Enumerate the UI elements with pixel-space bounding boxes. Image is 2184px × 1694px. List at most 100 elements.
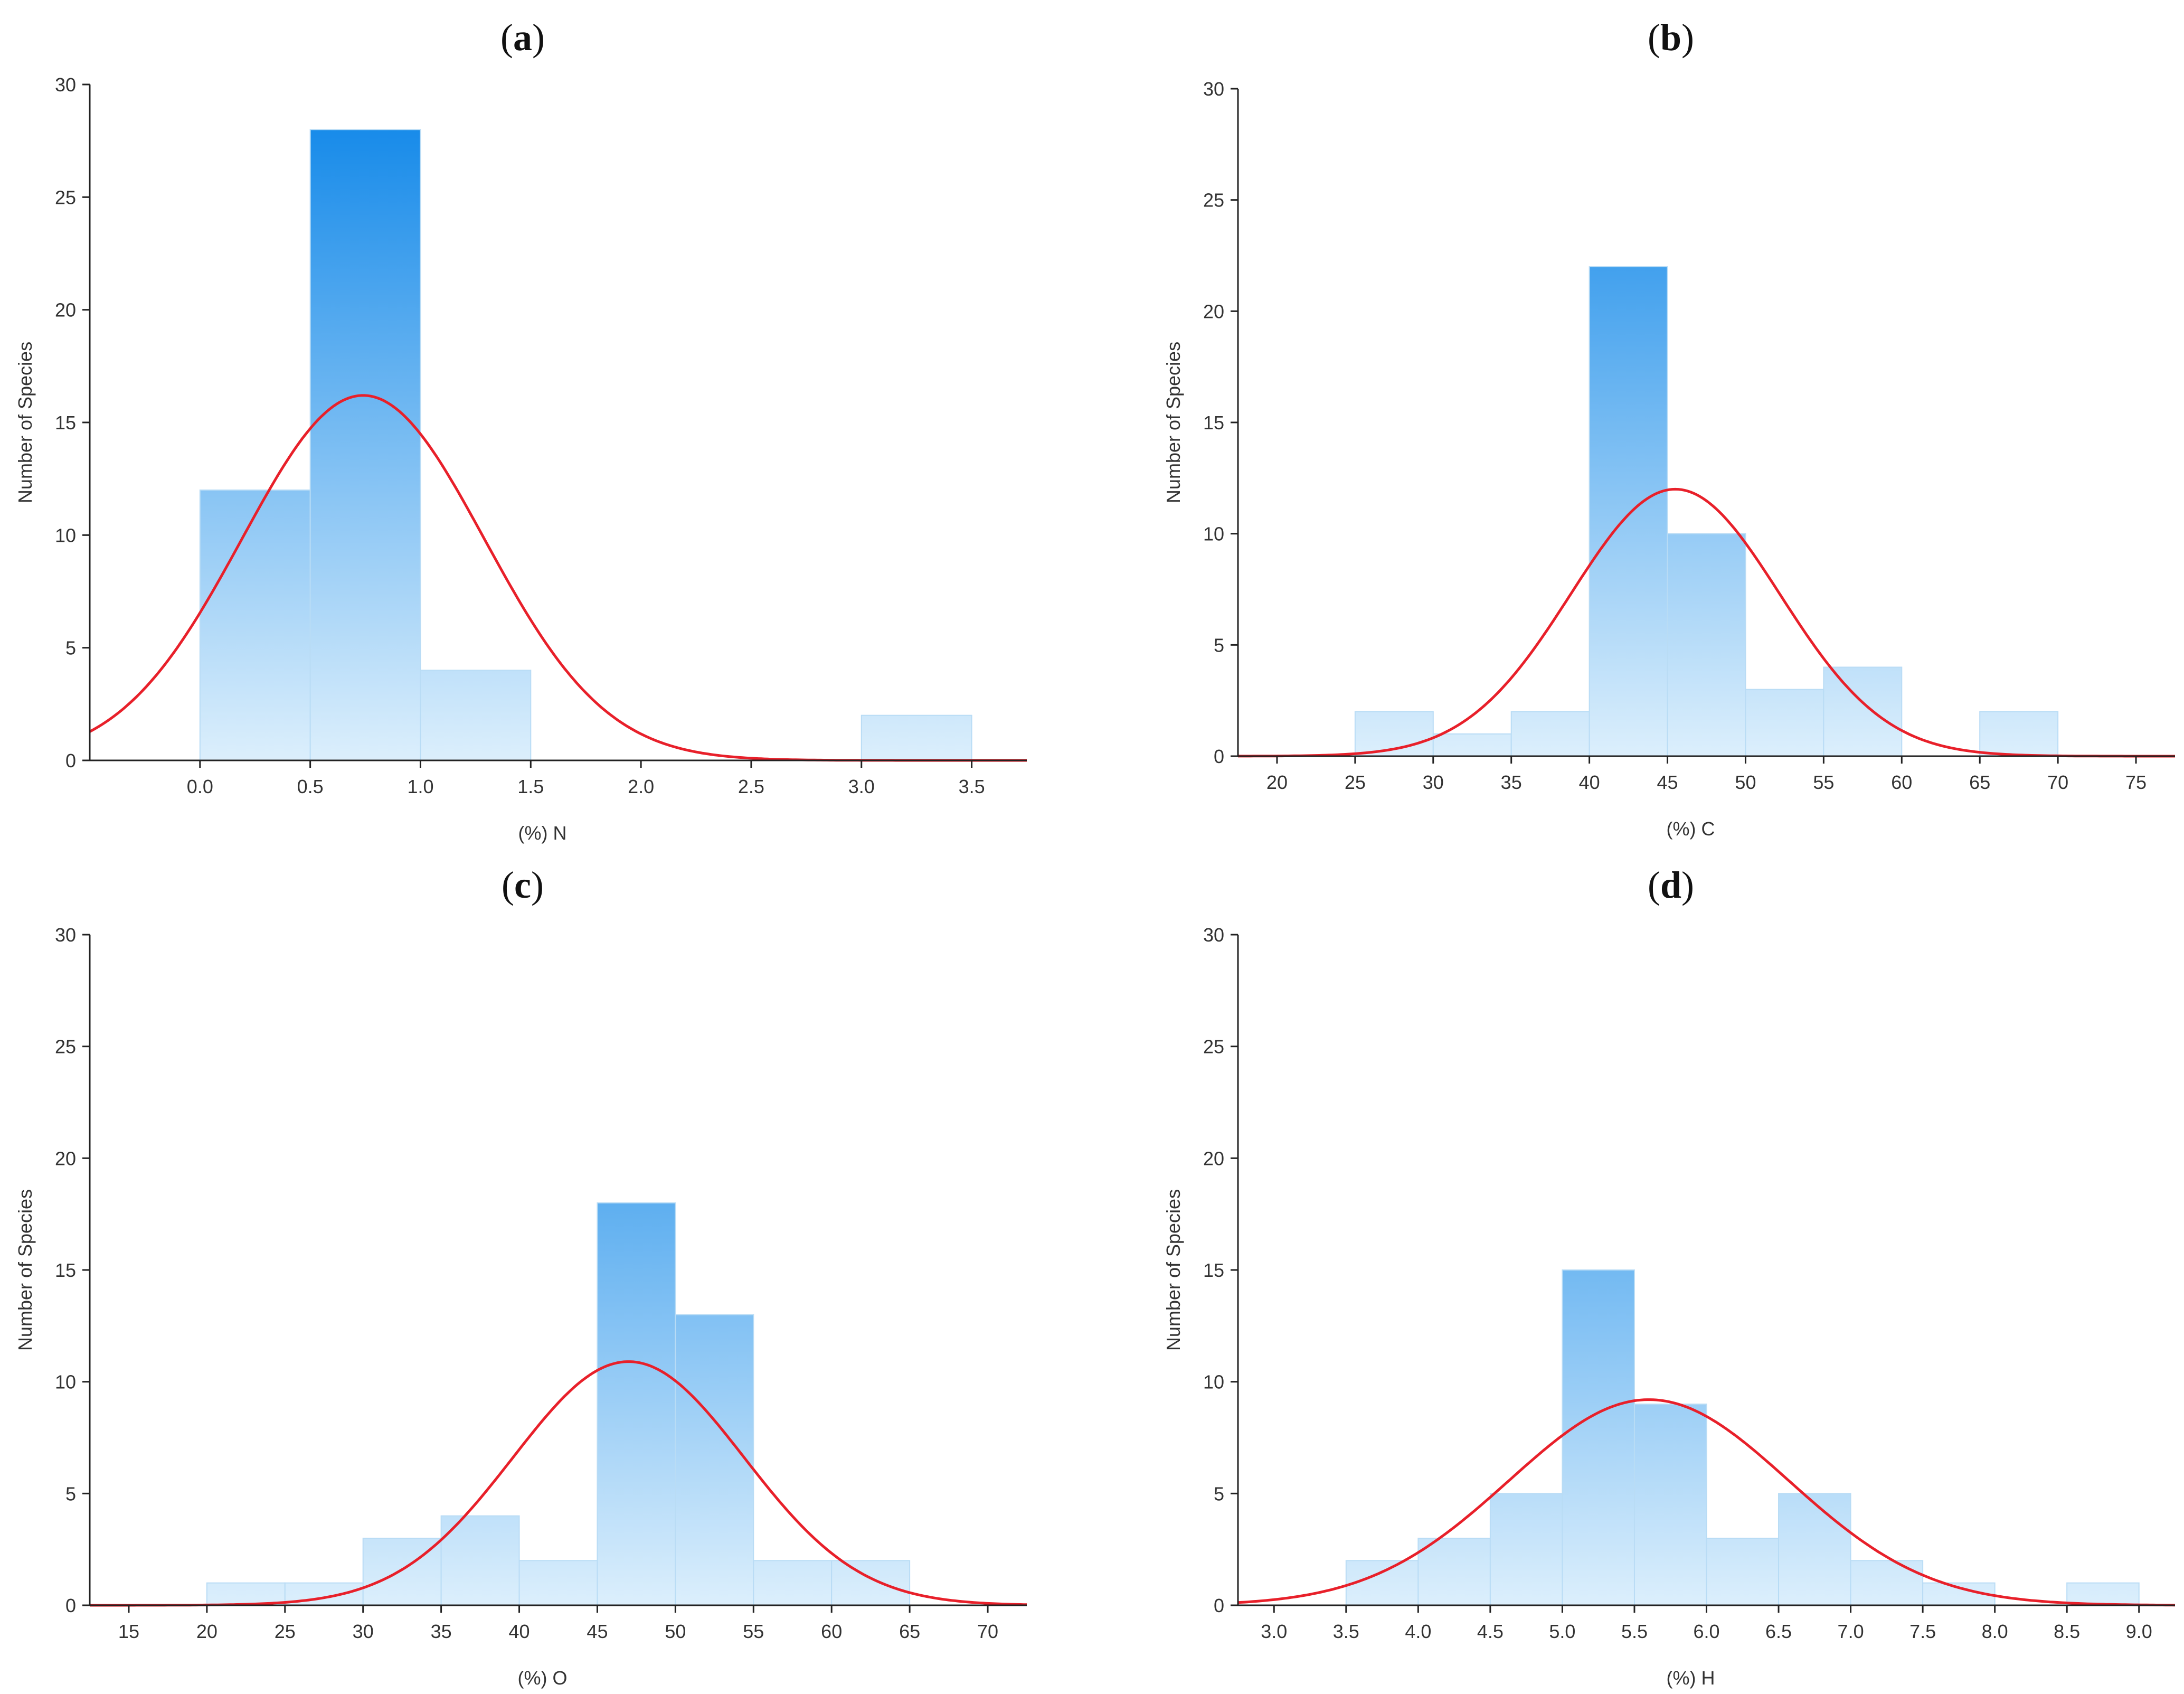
y-tick-label: 5: [1214, 634, 1224, 656]
y-tick-label: 30: [1203, 924, 1224, 946]
histogram-bar: [1633, 1404, 1707, 1606]
x-tick-label: 4.0: [1405, 1621, 1431, 1642]
y-axis-title: Number of Species: [14, 1189, 36, 1351]
x-tick-label: 1.0: [407, 776, 433, 797]
x-tick-label: 35: [1501, 771, 1522, 793]
x-tick-label: 40: [509, 1621, 530, 1642]
histogram-bar: [1778, 1493, 1851, 1606]
y-tick-label: 15: [55, 412, 76, 434]
histogram-bar: [440, 1515, 520, 1606]
panel-letter: d: [1660, 864, 1681, 906]
x-tick-label: 60: [1891, 771, 1912, 793]
normal-curve: [1237, 1398, 2176, 1607]
histogram-bar: [1510, 711, 1590, 757]
x-axis-title: (%) H: [1667, 1667, 1715, 1689]
histogram-bar: [1706, 1538, 1780, 1606]
x-tick-label: 8.0: [1982, 1621, 2008, 1642]
x-tick-label: 9.0: [2126, 1621, 2152, 1642]
normal-curve: [90, 1360, 1027, 1607]
x-tick-label: 65: [899, 1621, 920, 1642]
y-tick-label: 30: [1203, 78, 1224, 100]
x-tick-label: 60: [821, 1621, 842, 1642]
histogram-bar: [1823, 666, 1903, 757]
y-tick-label: 15: [1203, 1259, 1224, 1281]
x-tick-label: 5.5: [1621, 1621, 1648, 1642]
panel-letter: a: [513, 16, 532, 59]
y-tick-label: 10: [1203, 523, 1224, 545]
histogram-bar: [1667, 533, 1746, 757]
x-tick-label: 70: [2047, 771, 2068, 793]
y-axis-title: Number of Species: [14, 342, 36, 503]
x-tick-label: 45: [587, 1621, 608, 1642]
x-tick-label: 3.5: [959, 776, 985, 797]
x-tick-label: 1.5: [517, 776, 544, 797]
x-tick-label: 3.5: [1333, 1621, 1359, 1642]
histogram-bar: [1432, 733, 1512, 757]
histogram-bar: [420, 670, 532, 761]
histogram-bar: [1417, 1538, 1491, 1606]
y-tick-label: 30: [55, 74, 76, 96]
x-axis-title: (%) N: [518, 822, 567, 844]
x-tick-label: 2.0: [628, 776, 654, 797]
panel-letter: b: [1660, 16, 1681, 59]
histogram-bar: [597, 1202, 676, 1606]
x-tick-label: 4.5: [1477, 1621, 1504, 1642]
y-tick-label: 15: [1203, 412, 1224, 434]
x-tick-label: 40: [1579, 771, 1600, 793]
y-tick-label: 10: [55, 524, 76, 546]
y-tick-label: 20: [55, 1147, 76, 1169]
x-tick-label: 0.0: [187, 776, 213, 797]
histogram-bar: [1562, 1269, 1635, 1606]
x-tick-label: 20: [196, 1621, 218, 1642]
histogram-bar: [675, 1314, 754, 1606]
panel-label: (d): [1648, 864, 1694, 906]
x-tick-label: 75: [2125, 771, 2147, 793]
y-tick-label: 25: [1203, 1036, 1224, 1058]
y-tick-label: 10: [1203, 1371, 1224, 1393]
x-tick-label: 25: [275, 1621, 296, 1642]
x-tick-label: 35: [431, 1621, 452, 1642]
y-axis-title: Number of Species: [1162, 1189, 1184, 1351]
x-tick-label: 55: [1813, 771, 1834, 793]
y-tick-label: 25: [1203, 190, 1224, 211]
histogram-bar: [831, 1560, 911, 1606]
y-tick-label: 0: [1214, 746, 1224, 767]
y-tick-label: 0: [65, 750, 76, 771]
normal-curve: [1238, 487, 2175, 758]
histogram-bar: [861, 714, 972, 761]
histogram-bar: [362, 1538, 442, 1606]
histogram-bar: [309, 129, 421, 761]
y-tick-label: 0: [1214, 1595, 1224, 1616]
histogram-bar: [1850, 1560, 1924, 1606]
x-tick-label: 3.0: [848, 776, 875, 797]
y-tick-label: 30: [55, 924, 76, 946]
histogram-bar: [518, 1560, 598, 1606]
chart-panel-a: (a) 0 5 10 15 20 25 30 0.0 0.5 1.0 1.5 2.0 2.5 3.0 3.5 (…: [14, 16, 1027, 844]
x-tick-label: 2.5: [738, 776, 764, 797]
x-tick-label: 25: [1345, 771, 1366, 793]
y-tick-label: 25: [55, 1036, 76, 1058]
x-tick-label: 6.5: [1765, 1621, 1792, 1642]
x-tick-label: 7.5: [1909, 1621, 1936, 1642]
histogram-bar: [1489, 1493, 1563, 1606]
y-tick-label: 20: [55, 299, 76, 321]
y-tick-label: 15: [55, 1259, 76, 1281]
histogram-bar: [1589, 266, 1668, 757]
y-tick-label: 10: [55, 1371, 76, 1393]
y-tick-label: 0: [65, 1595, 76, 1616]
x-tick-label: 3.0: [1261, 1621, 1287, 1642]
panel-letter: c: [514, 864, 531, 906]
panel-label: (c): [502, 864, 544, 906]
x-tick-label: 50: [665, 1621, 686, 1642]
x-tick-label: 55: [743, 1621, 764, 1642]
chart-panel-b: (b) 0 5 10 15 20 25 30 20 25 30 35 40 45 50 55 60 65 70 75 (…: [1162, 16, 2175, 840]
x-tick-label: 65: [1969, 771, 1990, 793]
y-tick-label: 5: [65, 637, 76, 659]
histogram-bar: [1745, 689, 1824, 757]
histogram-bar: [2066, 1582, 2140, 1606]
x-tick-label: 5.0: [1549, 1621, 1575, 1642]
x-tick-label: 6.0: [1693, 1621, 1719, 1642]
histogram-bar: [753, 1560, 833, 1606]
